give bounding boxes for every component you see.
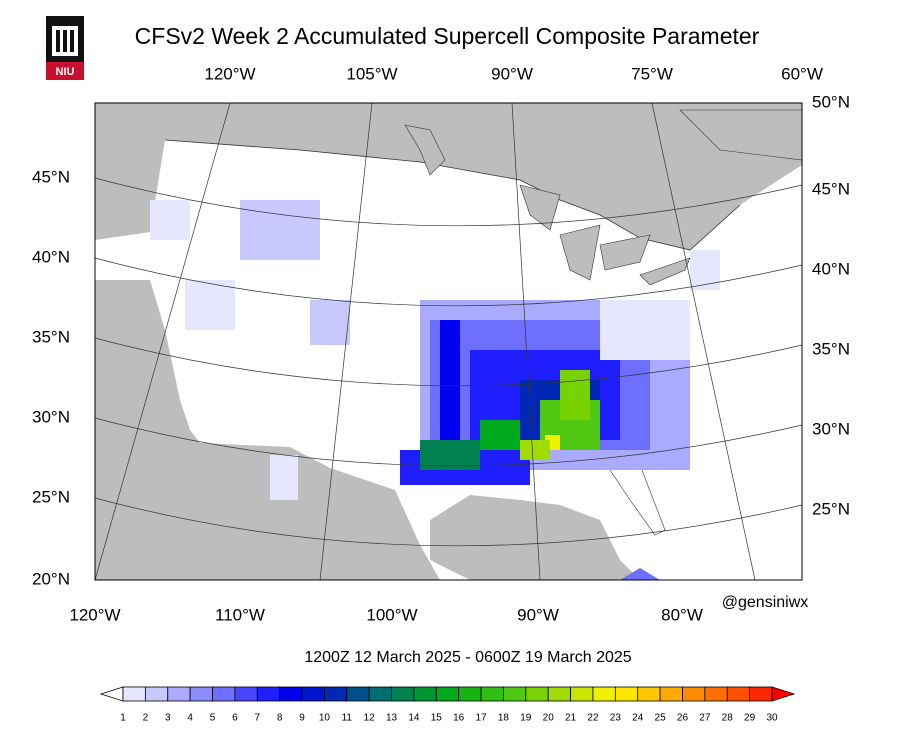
axis-label: 35°N [32,327,70,346]
colorbar-box [391,686,415,702]
colorbar-label: 26 [677,713,689,724]
colorbar-box [256,686,281,702]
colorbar-box [749,686,773,702]
axis-label: 40°N [812,259,850,278]
colorbar-box [413,686,437,702]
colorbar: 1 2 3 4 5 6 7 8 9 10 11 12 13 14 15 16 17 18 19 20 21 22 23 24 2… [99,686,796,724]
colorbar-label: 7 [254,713,260,724]
colorbar-box [637,686,661,702]
colorbar-label: 20 [543,713,555,724]
colorbar-label: 12 [364,713,376,724]
colorbar-label: 16 [453,713,465,724]
colorbar-label: 27 [699,713,711,724]
axis-label: 45°N [812,179,850,198]
colorbar-box [324,686,348,702]
colorbar-box [503,686,527,702]
colorbar-box [458,686,482,702]
colorbar-box [346,686,370,702]
colorbar-label: 5 [210,713,216,724]
logo-text: NIU [56,66,75,78]
colorbar-label: 9 [299,713,305,724]
axis-label: 90°W [491,64,533,83]
colorbar-box [189,686,213,702]
colorbar-label: 18 [498,713,510,724]
colorbar-label: 29 [744,713,756,724]
colorbar-label: 13 [386,713,398,724]
colorbar-box [279,686,303,702]
colorbar-high-triangle [771,686,796,702]
axis-label: 120°W [69,605,120,624]
colorbar-box [368,686,392,702]
colorbar-box [659,686,683,702]
axis-label: 110°W [215,605,265,624]
map [94,102,803,581]
title: CFSv2 Week 2 Accumulated Supercell Compo… [135,23,760,49]
colorbar-label: 17 [476,713,488,724]
colorbar-box [704,686,728,702]
axis-label: 20°N [32,569,70,588]
colorbar-box [301,686,325,702]
colorbar-box [570,686,594,702]
colorbar-label: 19 [520,713,532,724]
colorbar-box [480,686,504,702]
axis-label: 90°W [517,605,559,624]
colorbar-label: 11 [342,713,353,724]
colorbar-box [682,686,706,702]
axis-label: 25°N [32,487,70,506]
colorbar-box [144,686,169,702]
colorbar-box [726,686,751,702]
axis-label: 35°N [812,339,850,358]
colorbar-label: 2 [143,713,149,724]
colorbar-box [167,686,191,702]
axis-label: 30°N [32,407,70,426]
colorbar-label: 14 [408,713,420,724]
colorbar-label: 4 [187,713,193,724]
axis-label: 25°N [812,499,850,518]
colorbar-label: 10 [319,713,331,724]
valid-period: 1200Z 12 March 2025 - 0600Z 19 March 202… [304,649,631,666]
axis-label: 75°W [631,64,673,83]
logo: NIU [46,16,84,80]
colorbar-box [435,686,460,702]
axis-label: 120°W [204,64,255,83]
colorbar-label: 1 [120,713,126,724]
colorbar-label: 8 [277,713,283,724]
axis-label: 40°N [32,247,70,266]
colorbar-label: 21 [565,713,577,724]
colorbar-label: 30 [766,713,778,724]
axis-label: 100°W [366,605,417,624]
credit: @gensiniwx [722,594,809,611]
axis-label: 30°N [812,419,850,438]
colorbar-box [547,686,571,702]
colorbar-label: 15 [431,713,443,724]
colorbar-box [614,686,639,702]
colorbar-label: 25 [655,713,667,724]
axis-label: 50°N [812,92,850,111]
colorbar-label: 22 [587,713,599,724]
colorbar-low-triangle [99,686,124,702]
axis-label: 105°W [346,64,397,83]
axis-label: 80°W [661,605,703,624]
colorbar-box [234,686,258,702]
colorbar-box [212,686,236,702]
colorbar-box [122,686,146,702]
scp-shading [150,200,720,580]
colorbar-box [592,686,616,702]
graticule [94,102,803,581]
colorbar-box [525,686,549,702]
colorbar-label: 6 [232,713,238,724]
colorbar-label: 28 [722,713,734,724]
colorbar-label: 23 [610,713,622,724]
axis-label: 45°N [32,167,70,186]
colorbar-label: 24 [632,713,644,724]
axis-label: 60°W [781,64,823,83]
colorbar-label: 3 [165,713,171,724]
